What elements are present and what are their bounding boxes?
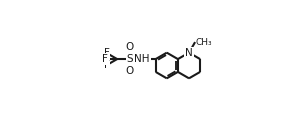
Text: F: F (102, 54, 108, 64)
Text: S: S (127, 54, 133, 64)
Text: F: F (104, 48, 110, 58)
Text: CH₃: CH₃ (196, 38, 212, 47)
Text: O: O (126, 66, 134, 76)
Text: NH: NH (134, 54, 150, 64)
Text: F: F (104, 60, 110, 70)
Text: O: O (126, 42, 134, 52)
Text: N: N (185, 48, 193, 58)
